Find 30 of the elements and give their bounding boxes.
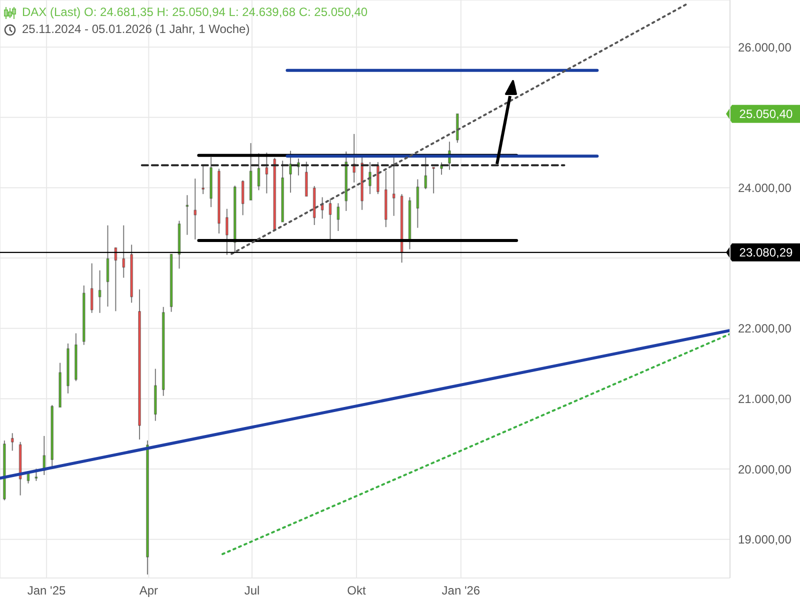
- candlestick: [241, 180, 244, 216]
- candlestick: [202, 164, 205, 195]
- x-tick-label: Jan '25: [27, 584, 66, 598]
- candlestick: [392, 156, 396, 216]
- y-tick-label: 20.000,00: [738, 462, 792, 476]
- candlestick: [10, 432, 14, 452]
- y-tick-label: 21.000,00: [738, 392, 792, 406]
- candlestick: [186, 194, 189, 236]
- y-tick-label: 22.000,00: [738, 322, 792, 336]
- candlestick: [34, 468, 38, 482]
- y-tick-label: 19.000,00: [738, 532, 792, 547]
- candlestick: [304, 161, 308, 197]
- x-tick-label: Jan '26: [442, 584, 480, 598]
- x-tick-label: Apr: [139, 584, 158, 598]
- candlestick: [98, 270, 102, 314]
- y-tick-label: 24.000,00: [738, 181, 792, 196]
- candlestick: [424, 157, 428, 190]
- x-tick-label: Jul: [244, 584, 260, 598]
- candlestick: [432, 166, 436, 194]
- candlestick: [416, 178, 420, 228]
- candlestick: [90, 262, 94, 314]
- candlestick: [320, 196, 324, 220]
- y-tick-label: 26.000,00: [738, 40, 792, 54]
- candlestick: [194, 178, 197, 240]
- ref-line-label: 23.080,29: [739, 245, 794, 260]
- text: 25.050,40: [739, 106, 794, 121]
- x-tick-label: Okt: [347, 584, 366, 598]
- candlestick: [336, 202, 340, 232]
- text: 25.11.2024 - 05.01.2026 (1 Jahr, 1 Woche): [22, 21, 250, 38]
- text: DAX (Last) O: 24.681,35 H: 25.050,94 L: 24.639,68 C: 25.050,40: [22, 4, 368, 21]
